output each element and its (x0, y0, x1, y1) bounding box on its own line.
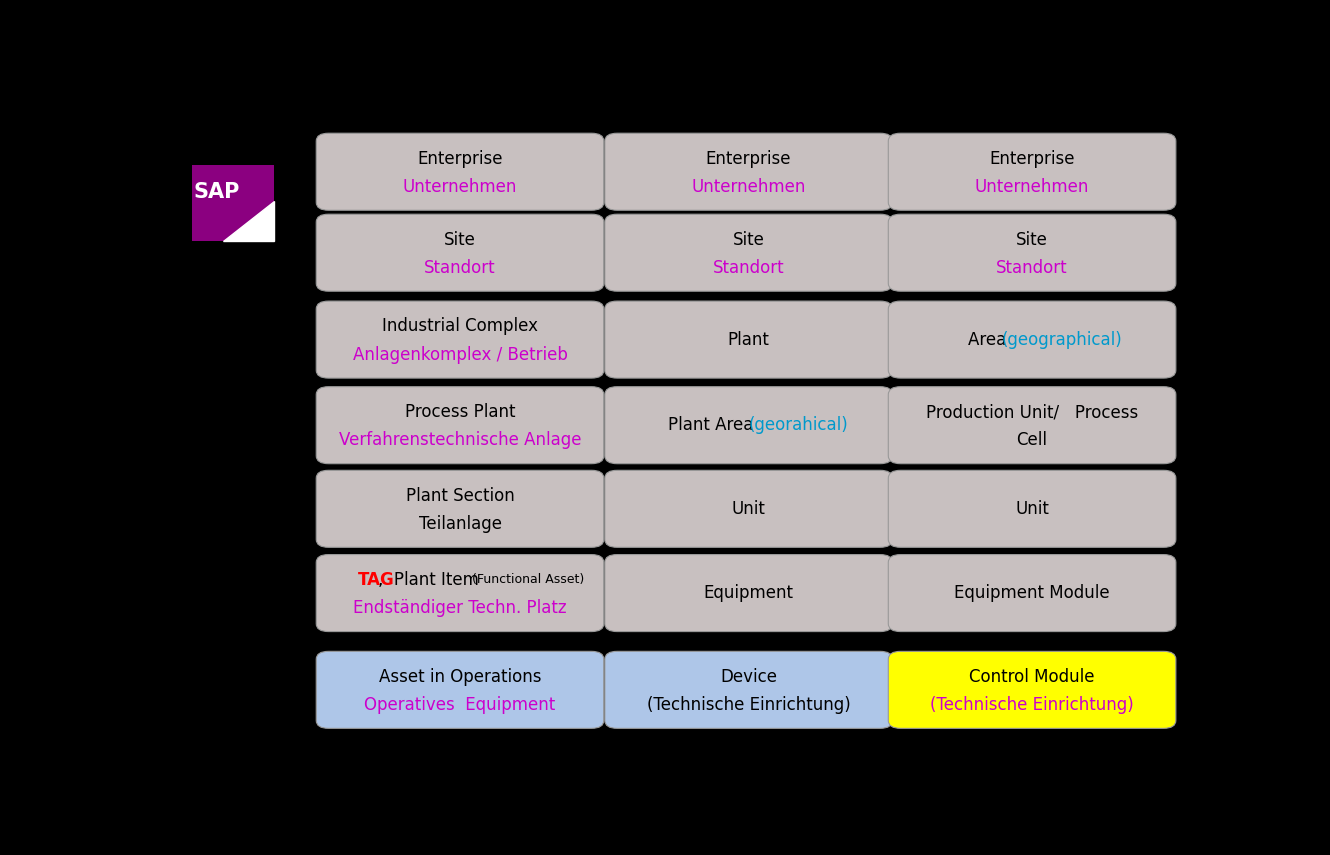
FancyBboxPatch shape (605, 555, 892, 632)
Text: Standort: Standort (424, 259, 496, 277)
FancyBboxPatch shape (888, 133, 1176, 210)
Polygon shape (223, 202, 274, 241)
FancyBboxPatch shape (317, 652, 604, 728)
Text: (geographical): (geographical) (1001, 331, 1123, 349)
Text: Production Unit/   Process: Production Unit/ Process (926, 403, 1138, 421)
FancyBboxPatch shape (317, 386, 604, 463)
FancyBboxPatch shape (888, 301, 1176, 378)
FancyBboxPatch shape (605, 301, 892, 378)
FancyBboxPatch shape (317, 301, 604, 378)
Text: Enterprise: Enterprise (990, 150, 1075, 168)
FancyBboxPatch shape (605, 215, 892, 292)
Text: Unternehmen: Unternehmen (692, 178, 806, 196)
FancyBboxPatch shape (605, 652, 892, 728)
Text: Site: Site (1016, 231, 1048, 249)
Text: Unit: Unit (732, 500, 766, 518)
Text: (Technische Einrichtung): (Technische Einrichtung) (930, 696, 1134, 714)
Text: Enterprise: Enterprise (706, 150, 791, 168)
Text: Plant Area: Plant Area (668, 416, 765, 434)
Text: Plant Section: Plant Section (406, 486, 515, 504)
Text: Area: Area (968, 331, 1012, 349)
Text: Control Module: Control Module (970, 668, 1095, 686)
FancyBboxPatch shape (317, 555, 604, 632)
Text: Equipment Module: Equipment Module (954, 584, 1111, 602)
Text: Unit: Unit (1015, 500, 1049, 518)
FancyBboxPatch shape (888, 215, 1176, 292)
Text: ,  Plant Item: , Plant Item (378, 571, 484, 589)
FancyBboxPatch shape (605, 386, 892, 463)
Text: Teilanlage: Teilanlage (419, 515, 501, 533)
FancyBboxPatch shape (888, 555, 1176, 632)
Text: Operatives  Equipment: Operatives Equipment (364, 696, 556, 714)
Text: Equipment: Equipment (704, 584, 794, 602)
FancyBboxPatch shape (888, 386, 1176, 463)
Text: Unternehmen: Unternehmen (975, 178, 1089, 196)
FancyBboxPatch shape (317, 215, 604, 292)
FancyBboxPatch shape (192, 165, 274, 241)
FancyBboxPatch shape (888, 470, 1176, 547)
Text: SAP: SAP (194, 181, 239, 202)
FancyBboxPatch shape (317, 470, 604, 547)
Text: Standort: Standort (996, 259, 1068, 277)
Text: Unternehmen: Unternehmen (403, 178, 517, 196)
Text: Site: Site (733, 231, 765, 249)
FancyBboxPatch shape (317, 133, 604, 210)
Text: Device: Device (720, 668, 777, 686)
FancyBboxPatch shape (888, 652, 1176, 728)
Text: Anlagenkomplex / Betrieb: Anlagenkomplex / Betrieb (352, 345, 568, 363)
Text: (Technische Einrichtung): (Technische Einrichtung) (646, 696, 850, 714)
FancyBboxPatch shape (605, 470, 892, 547)
Text: TAG: TAG (358, 571, 395, 589)
Text: (Functional Asset): (Functional Asset) (472, 574, 584, 587)
FancyBboxPatch shape (605, 133, 892, 210)
Text: Asset in Operations: Asset in Operations (379, 668, 541, 686)
Text: Standort: Standort (713, 259, 785, 277)
Text: Plant: Plant (728, 331, 770, 349)
Text: Cell: Cell (1016, 431, 1048, 450)
Text: Process Plant: Process Plant (404, 403, 515, 421)
Text: (georahical): (georahical) (749, 416, 849, 434)
Text: Site: Site (444, 231, 476, 249)
Text: Endständiger Techn. Platz: Endständiger Techn. Platz (354, 599, 567, 617)
Text: Verfahrenstechnische Anlage: Verfahrenstechnische Anlage (339, 431, 581, 450)
Text: Enterprise: Enterprise (418, 150, 503, 168)
Text: Industrial Complex: Industrial Complex (382, 317, 539, 335)
